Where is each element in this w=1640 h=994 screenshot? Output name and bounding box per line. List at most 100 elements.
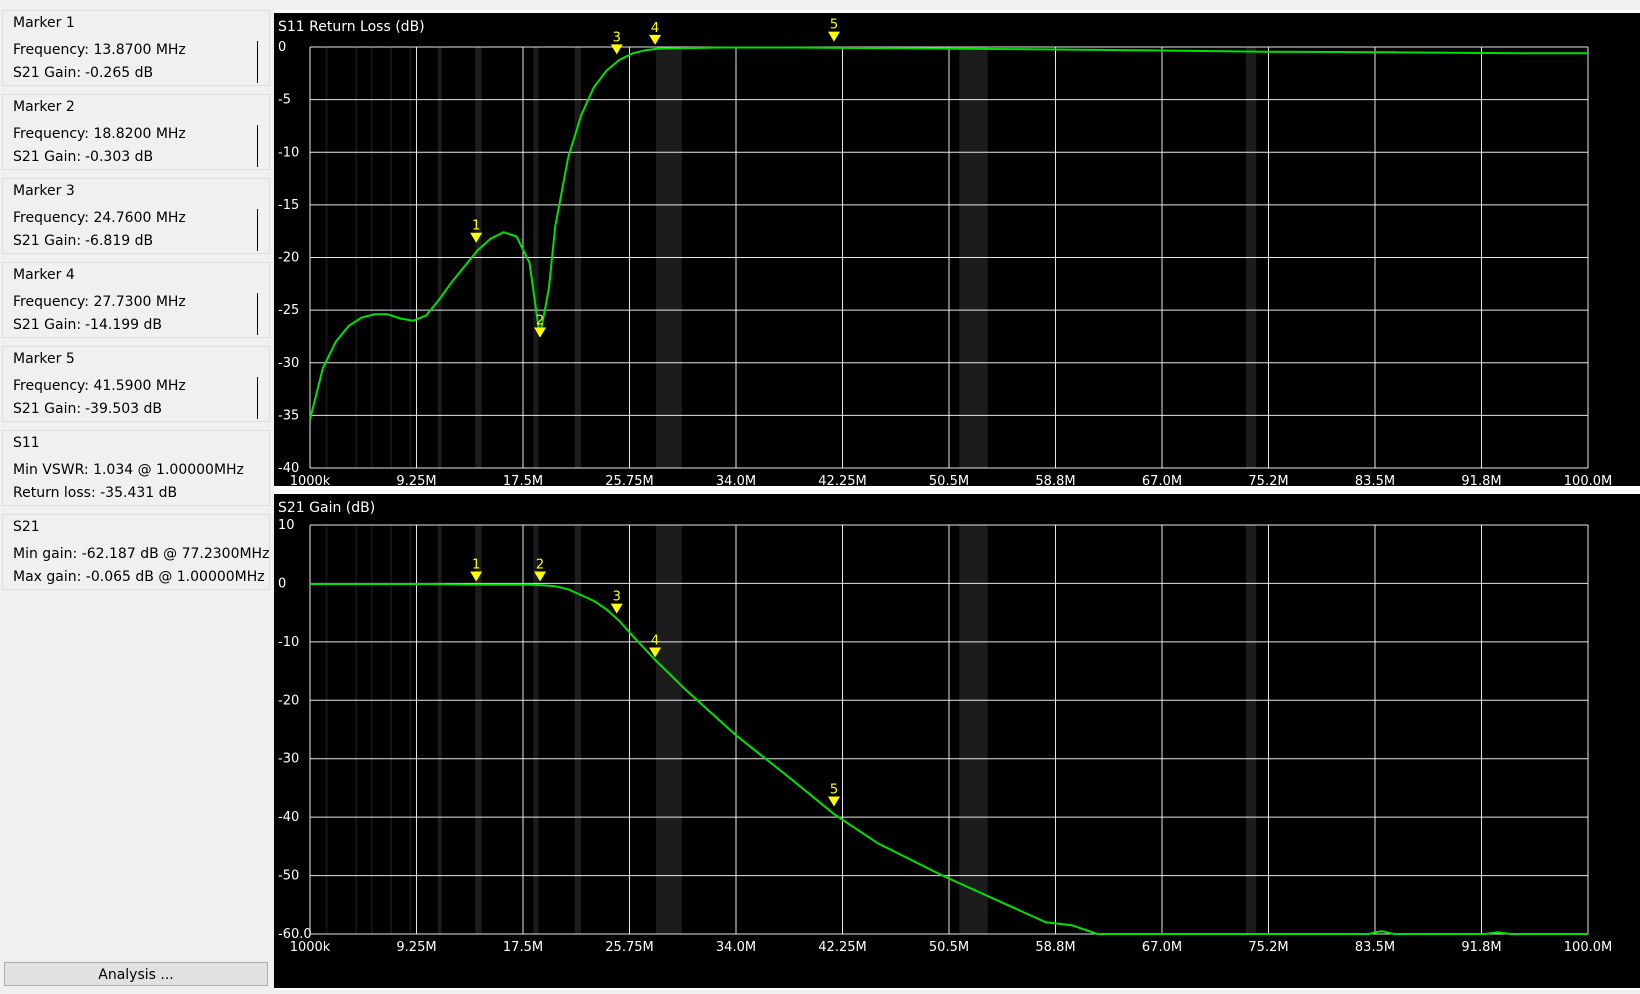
s11-summary-panel: S11 Min VSWR: 1.034 @ 1.00000MHz Return … — [2, 430, 270, 506]
chart-title: S21 Gain (dB) — [278, 500, 375, 516]
marker-sidebar: Marker 1 Frequency: 13.8700 MHz S21 Gain… — [0, 0, 272, 993]
chart-area: 1000k 9.25M 17.5M 25.75M 34.0M 42.25M 50.5M 58.… — [274, 10, 1640, 990]
x-tick-label: 91.8M — [1461, 940, 1501, 955]
return-loss-label: Return loss: — [13, 485, 96, 501]
marker-title: Marker 2 — [13, 99, 75, 115]
vswr-label: Min VSWR: — [13, 462, 89, 478]
chart-panel-2: 1000k 9.25M 17.5M 25.75M 34.0M 42.25M 50.5M 58.… — [274, 494, 1640, 988]
x-tick-label: 17.5M — [503, 940, 543, 955]
s11-title: S11 — [13, 435, 40, 451]
charts-svg: 1000k 9.25M 17.5M 25.75M 34.0M 42.25M 50.5M 58.… — [274, 13, 1640, 988]
x-tick-label: 91.8M — [1461, 474, 1501, 489]
panel-divider — [257, 41, 258, 83]
marker-triangle — [470, 232, 483, 243]
plot-background — [274, 494, 1640, 988]
marker-title: Marker 4 — [13, 267, 75, 283]
plot-background — [274, 13, 1640, 486]
y-tick-label: -15 — [278, 198, 299, 213]
x-tick-label: 42.25M — [818, 474, 866, 489]
noise-band — [574, 525, 582, 934]
marker-label: 1 — [472, 219, 480, 234]
marker-label: 2 — [536, 558, 544, 573]
gain-value: -6.819 dB — [85, 233, 154, 249]
x-tick-label: 42.25M — [818, 940, 866, 955]
noise-band — [409, 525, 412, 934]
x-tick-label: 83.5M — [1355, 940, 1395, 955]
x-tick-label: 25.75M — [605, 940, 653, 955]
y-tick-label: 0 — [278, 40, 286, 55]
max-gain-label: Max gain: — [13, 569, 82, 585]
frequency-label: Frequency: — [13, 210, 90, 226]
panel-divider — [257, 125, 258, 167]
min-gain-value: -62.187 dB @ 77.2300MHz — [81, 546, 270, 562]
y-tick-label: -25 — [278, 303, 299, 318]
x-tick-label: 50.5M — [929, 940, 969, 955]
marker-label: 4 — [651, 21, 659, 36]
marker-triangle — [470, 571, 483, 582]
y-tick-label: -10 — [278, 145, 299, 160]
gain-value: -0.265 dB — [85, 65, 154, 81]
panel-divider — [257, 209, 258, 251]
frequency-value: 24.7600 MHz — [93, 210, 186, 226]
y-tick-label: 0 — [278, 576, 286, 591]
noise-band — [1245, 525, 1257, 934]
noise-band — [390, 525, 393, 934]
marker-label: 5 — [830, 782, 838, 797]
chart-panel-1: 1000k 9.25M 17.5M 25.75M 34.0M 42.25M 50.5M 58.… — [274, 13, 1640, 489]
noise-band — [655, 525, 682, 934]
min-gain-label: Min gain: — [13, 546, 78, 562]
noise-band — [533, 525, 539, 934]
marker-triangle — [610, 603, 623, 614]
marker-label: 3 — [613, 590, 621, 605]
marker-label: 2 — [536, 313, 544, 328]
noise-band — [475, 525, 482, 934]
x-tick-label: 50.5M — [929, 474, 969, 489]
gain-label: S21 Gain: — [13, 233, 82, 249]
return-loss-value: -35.431 dB — [100, 485, 178, 501]
gain-value: -14.199 dB — [85, 317, 162, 333]
marker-5-panel: Marker 5 Frequency: 41.5900 MHz S21 Gain… — [2, 346, 270, 422]
marker-triangle — [827, 796, 840, 807]
trace-line — [310, 583, 1588, 935]
panel-divider — [257, 377, 258, 419]
trace-line — [309, 46, 1588, 420]
y-tick-label: -50 — [278, 869, 299, 884]
frequency-label: Frequency: — [13, 126, 90, 142]
gain-label: S21 Gain: — [13, 65, 82, 81]
marker-label: 4 — [651, 633, 659, 648]
marker-1-panel: Marker 1 Frequency: 13.8700 MHz S21 Gain… — [2, 10, 270, 86]
x-tick-label: 67.0M — [1142, 940, 1182, 955]
frequency-value: 13.8700 MHz — [93, 42, 186, 58]
marker-title: Marker 3 — [13, 183, 75, 199]
x-tick-label: 17.5M — [503, 474, 543, 489]
y-tick-label: -20 — [278, 693, 299, 708]
y-tick-label: -40 — [278, 810, 299, 825]
x-tick-label: 25.75M — [605, 474, 653, 489]
marker-title: Marker 5 — [13, 351, 75, 367]
y-tick-label: -60.0 — [278, 927, 312, 942]
marker-title: Marker 1 — [13, 15, 75, 31]
frequency-label: Frequency: — [13, 378, 90, 394]
marker-2-panel: Marker 2 Frequency: 18.8200 MHz S21 Gain… — [2, 94, 270, 170]
y-tick-label: -5 — [278, 93, 291, 108]
x-tick-label: 1000k — [290, 940, 331, 955]
y-tick-label: -10 — [278, 635, 299, 650]
x-tick-label: 75.2M — [1248, 940, 1288, 955]
x-tick-label: 100.0M — [1564, 940, 1612, 955]
gain-value: -0.303 dB — [85, 149, 154, 165]
noise-band — [325, 525, 328, 934]
y-tick-label: -40 — [278, 461, 299, 476]
frequency-value: 41.5900 MHz — [93, 378, 186, 394]
x-tick-label: 58.8M — [1035, 940, 1075, 955]
gain-label: S21 Gain: — [13, 317, 82, 333]
frequency-label: Frequency: — [13, 42, 90, 58]
y-tick-label: -30 — [278, 356, 299, 371]
marker-triangle — [610, 44, 623, 55]
chart-title: S11 Return Loss (dB) — [278, 19, 425, 35]
y-tick-label: -20 — [278, 251, 299, 266]
marker-label: 1 — [472, 558, 480, 573]
x-tick-label: 83.5M — [1355, 474, 1395, 489]
marker-3-panel: Marker 3 Frequency: 24.7600 MHz S21 Gain… — [2, 178, 270, 254]
analysis-button[interactable]: Analysis ... — [4, 962, 268, 986]
max-gain-value: -0.065 dB @ 1.00000MHz — [85, 569, 265, 585]
